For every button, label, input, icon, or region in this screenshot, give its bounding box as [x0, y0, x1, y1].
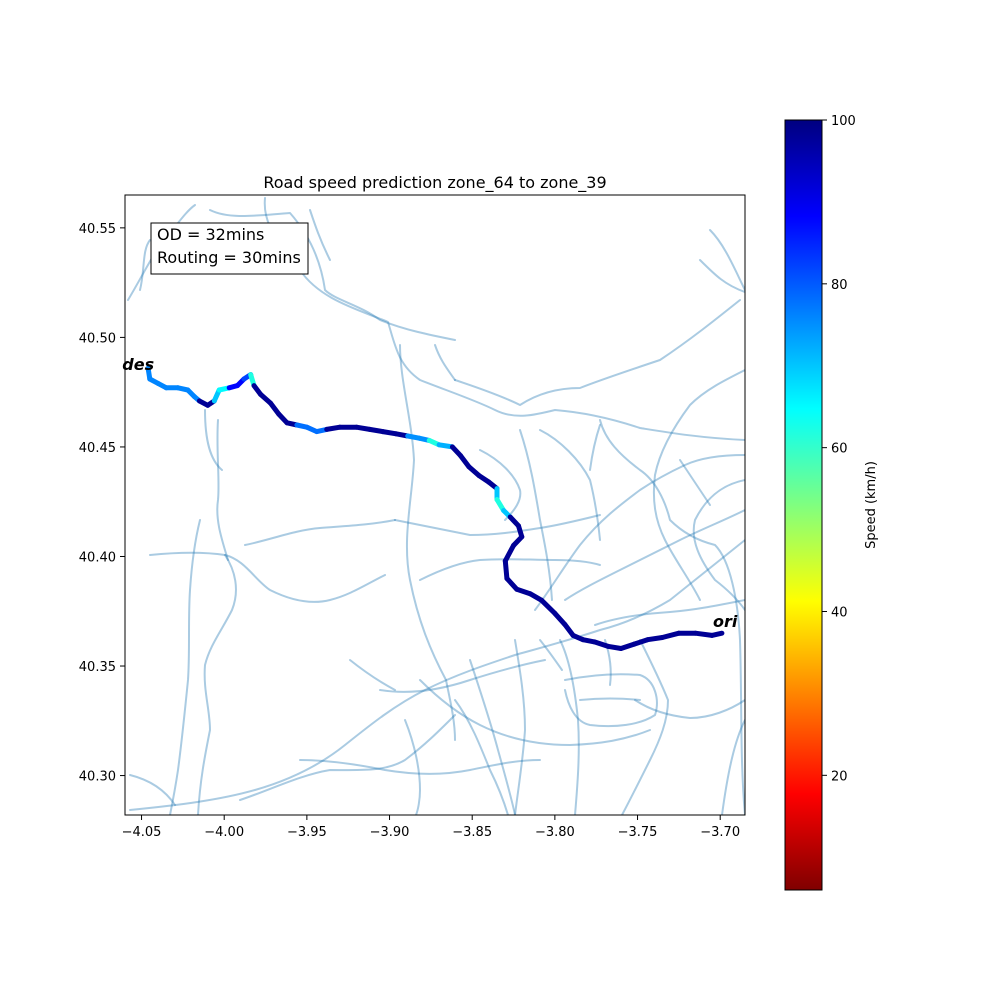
- annotation-box: OD = 32mins Routing = 30mins: [150, 222, 309, 275]
- road-line: [129, 539, 745, 811]
- road-line: [469, 659, 516, 815]
- colorbar-gradient: [784, 119, 823, 891]
- route-segment: [502, 558, 510, 581]
- annotation-routing: Routing = 30mins: [157, 248, 301, 267]
- origin-label: ori: [713, 612, 738, 631]
- chart-title: Road speed prediction zone_64 to zone_39: [263, 173, 606, 193]
- road-line: [479, 449, 522, 521]
- colorbar: 20 40 60 80 100 Speed (km/h): [784, 114, 879, 891]
- road-line: [349, 659, 396, 691]
- road-line: [149, 551, 386, 603]
- colorbar-tick-label: 20: [831, 769, 848, 784]
- road-line: [394, 514, 601, 536]
- road-line: [434, 344, 456, 381]
- road-line: [519, 429, 553, 601]
- colorbar-tick-label: 100: [831, 114, 856, 129]
- x-tick-label: −3.75: [618, 825, 658, 840]
- road-line: [564, 509, 745, 601]
- road-line: [263, 197, 745, 441]
- colorbar-ticks: 20 40 60 80 100: [822, 114, 856, 784]
- road-line: [419, 558, 601, 581]
- colorbar-tick-label: 80: [831, 278, 848, 293]
- road-line: [379, 659, 546, 693]
- road-line: [169, 519, 201, 815]
- road-line: [709, 229, 745, 291]
- plot-background: [125, 195, 745, 815]
- road-line: [204, 409, 223, 471]
- road-line: [404, 719, 421, 815]
- annotation-od: OD = 32mins: [157, 225, 264, 244]
- colorbar-tick-label: 60: [831, 442, 848, 457]
- road-line: [699, 259, 745, 293]
- road-line: [216, 419, 229, 561]
- road-line: [139, 239, 151, 291]
- road-line: [399, 344, 456, 741]
- x-tick-label: −3.90: [370, 825, 410, 840]
- route-segment: [502, 543, 516, 564]
- road-network: [127, 197, 745, 815]
- y-axis: 40.30 40.35 40.40 40.45 40.50 40.55: [79, 222, 125, 785]
- road-line: [244, 519, 396, 546]
- road-line: [419, 679, 651, 746]
- road-line: [721, 719, 745, 815]
- colorbar-tick-label: 40: [831, 605, 848, 620]
- route-segment: [659, 630, 682, 640]
- x-tick-label: −3.70: [700, 825, 740, 840]
- road-line: [239, 714, 456, 801]
- road-line: [599, 419, 745, 815]
- road-line: [652, 369, 745, 601]
- y-tick-label: 40.50: [79, 331, 116, 346]
- road-line: [539, 639, 563, 671]
- x-tick-label: −4.00: [204, 825, 244, 840]
- route: [145, 365, 725, 651]
- road-line: [209, 209, 456, 341]
- road-line: [579, 697, 641, 701]
- route-segment: [692, 630, 715, 638]
- y-tick-label: 40.30: [79, 770, 116, 785]
- road-line: [559, 639, 580, 815]
- road-line: [454, 699, 509, 815]
- x-tick-label: −3.95: [287, 825, 327, 840]
- x-tick-label: −4.05: [122, 825, 162, 840]
- road-line: [692, 479, 745, 611]
- x-tick-label: −3.85: [452, 825, 492, 840]
- y-tick-label: 40.35: [79, 660, 116, 675]
- road-line: [197, 554, 237, 815]
- route-segment: [539, 597, 558, 616]
- road-line: [589, 424, 601, 471]
- road-line: [594, 599, 745, 626]
- x-axis: −4.05 −4.00 −3.95 −3.90 −3.85 −3.80 −3.75 −3.70: [122, 815, 740, 840]
- x-tick-label: −3.80: [535, 825, 575, 840]
- road-line: [514, 639, 526, 815]
- road-line: [299, 759, 541, 775]
- route-segment: [709, 630, 725, 638]
- road-line: [454, 299, 741, 406]
- y-tick-label: 40.45: [79, 441, 116, 456]
- road-line: [621, 639, 669, 815]
- road-line: [539, 429, 601, 541]
- road-line: [634, 699, 745, 719]
- road-line: [564, 673, 658, 728]
- plot-area: des ori OD = 32mins Routing = 30mins: [122, 194, 746, 816]
- colorbar-label: Speed (km/h): [864, 461, 879, 549]
- y-tick-label: 40.55: [79, 222, 116, 237]
- road-line: [309, 209, 331, 261]
- y-tick-label: 40.40: [79, 550, 116, 565]
- road-line: [679, 459, 711, 506]
- road-line: [129, 774, 176, 806]
- plot-frame: [124, 194, 746, 816]
- destination-label: des: [122, 355, 154, 374]
- road-line: [534, 454, 745, 611]
